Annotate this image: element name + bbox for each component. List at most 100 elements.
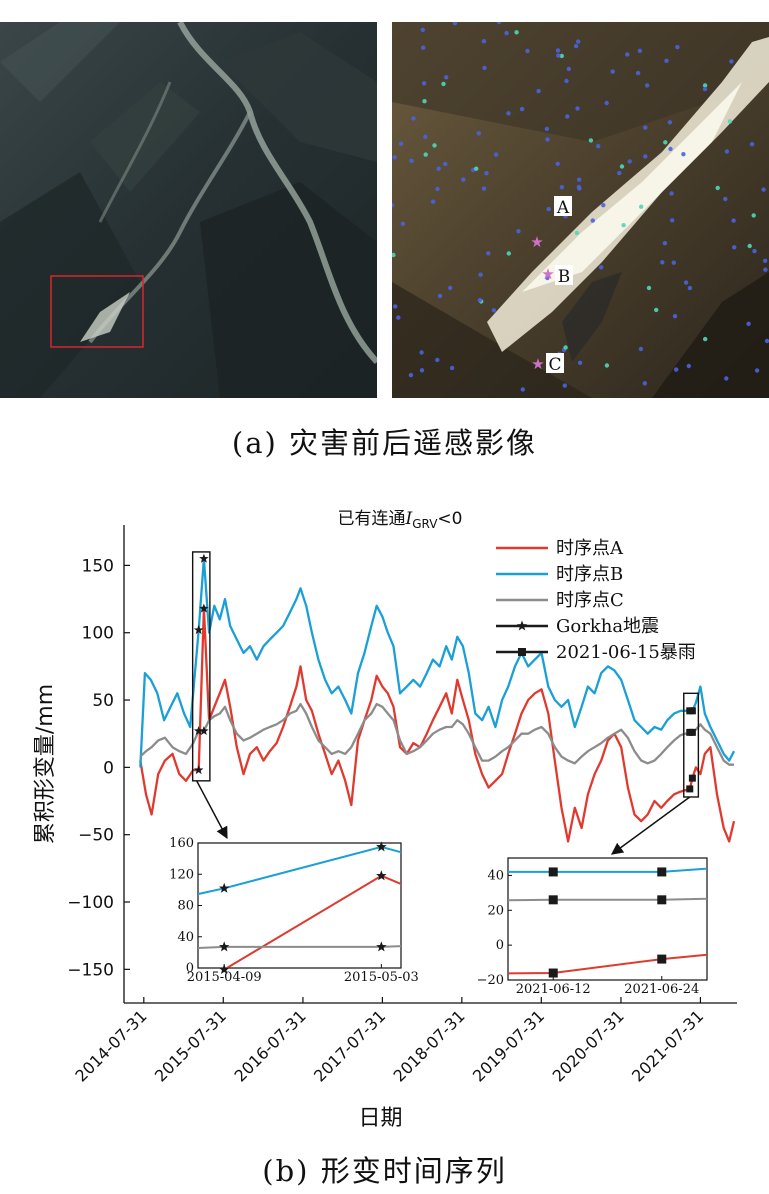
inset-frame (507, 857, 708, 981)
label-c: C (546, 353, 564, 375)
y-tick-label: −100 (67, 893, 114, 913)
inset-square (657, 895, 667, 905)
event-marker (199, 553, 209, 563)
ps-point (671, 260, 676, 265)
ps-point (639, 204, 644, 209)
ps-point (481, 39, 487, 44)
ps-point (435, 357, 440, 363)
ps-point (663, 140, 668, 145)
ps-point (396, 315, 401, 320)
series-line-b (139, 557, 736, 768)
ps-point (590, 218, 595, 223)
gorkha-box (191, 551, 211, 782)
ps-point (702, 83, 708, 88)
ps-point (519, 106, 525, 112)
svg-text:A: A (556, 198, 570, 218)
ps-point (702, 86, 708, 92)
y-tick-label: 150 (82, 556, 114, 576)
ps-point (411, 116, 416, 121)
ps-point (409, 158, 414, 163)
ps-point (392, 252, 396, 258)
ps-point (577, 186, 582, 191)
y-tick-label: −50 (78, 826, 114, 846)
event-marker (688, 774, 696, 782)
svg-text:C: C (548, 355, 561, 375)
x-tick-label: 2018-07-31 (389, 1006, 468, 1085)
ps-point (482, 65, 487, 71)
inset-x-tick-label: 2015-05-03 (344, 970, 419, 985)
legend-entry: 时序点B (556, 564, 623, 585)
ps-point (627, 159, 632, 164)
ps-point (761, 187, 766, 192)
ps-point (754, 368, 760, 373)
label-b: B (555, 265, 573, 287)
ps-point (667, 120, 673, 125)
ps-point (564, 78, 569, 84)
ps-point (715, 185, 720, 191)
ps-point (559, 53, 564, 59)
gorkha-inset: 0 40 80 120 160 2015-04-09 2015-05-03 (169, 836, 419, 985)
ps-point (506, 251, 511, 256)
legend-square (518, 648, 526, 656)
ps-point (392, 203, 395, 208)
inset-y-tick-label: 20 (487, 903, 504, 918)
svg-text:★: ★ (541, 265, 554, 283)
ps-point (675, 44, 680, 50)
ps-point (536, 88, 541, 94)
x-axis-label: 日期 (358, 1106, 402, 1130)
ps-point (408, 372, 414, 378)
ps-point (674, 367, 679, 372)
rain-box (683, 692, 700, 798)
ps-point (763, 258, 768, 263)
ps-point (437, 293, 443, 299)
ps-point (724, 149, 730, 154)
ps-point (555, 161, 560, 166)
ps-point (423, 152, 428, 157)
event-marker (199, 603, 209, 613)
x-tick-label: 2020-07-31 (549, 1006, 628, 1085)
inset-series-a (224, 874, 401, 968)
ps-point (486, 251, 491, 256)
ps-point (732, 245, 737, 250)
ps-point (635, 70, 641, 76)
inset-square (548, 895, 558, 905)
ps-point (393, 304, 398, 309)
ps-point (588, 138, 594, 143)
ps-point (419, 350, 424, 355)
caption-b: (b) 形变时间序列 (262, 1154, 507, 1188)
inset-y-tick-label: −20 (477, 973, 504, 988)
ps-point (576, 39, 581, 44)
ps-point (687, 285, 693, 291)
ps-point (476, 131, 481, 136)
ps-point (545, 275, 550, 281)
marker-point-c: ★ (531, 355, 544, 373)
ps-point (621, 223, 626, 228)
ps-point (596, 144, 601, 149)
ps-point (723, 196, 728, 202)
inset-square (657, 867, 667, 877)
gorkha-arrow (196, 780, 228, 840)
svg-text:★: ★ (530, 233, 543, 251)
inset-square (657, 954, 667, 964)
ps-point (484, 171, 489, 176)
ps-point (520, 387, 525, 392)
ps-point (504, 30, 509, 36)
event-marker (193, 765, 204, 775)
ps-point (481, 186, 487, 191)
ps-point (435, 186, 440, 192)
ps-point (514, 30, 519, 35)
ps-point (664, 58, 669, 63)
label-a: A (554, 196, 572, 218)
ps-point (443, 161, 448, 167)
ps-point (452, 22, 458, 26)
ps-point (506, 111, 511, 116)
ps-point (436, 166, 441, 171)
ps-point (525, 48, 530, 54)
ps-point (646, 285, 652, 291)
series-line-a (139, 607, 736, 843)
ps-point (496, 22, 502, 25)
inset-y-tick-label: 40 (177, 930, 194, 945)
ps-point (681, 152, 686, 157)
ps-point (474, 166, 479, 171)
ps-point (625, 52, 630, 57)
